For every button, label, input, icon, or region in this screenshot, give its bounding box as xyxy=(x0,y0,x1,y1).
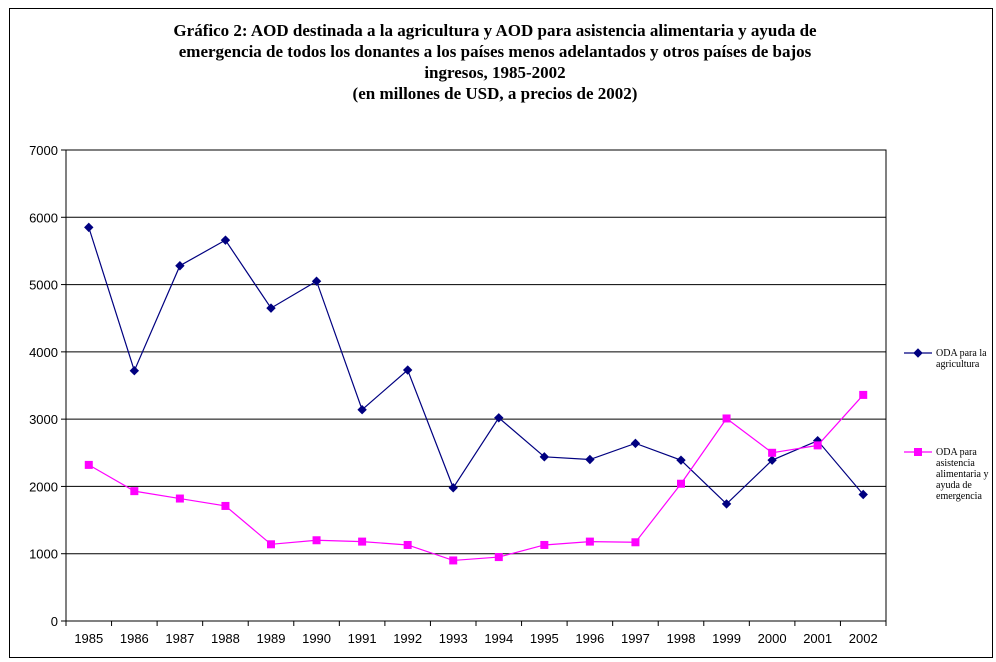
x-tick-label: 1994 xyxy=(484,631,513,646)
data-point xyxy=(448,483,458,493)
data-point xyxy=(358,537,367,546)
x-tick-label: 2001 xyxy=(803,631,832,646)
data-point xyxy=(767,455,777,465)
x-tick-label: 1987 xyxy=(165,631,194,646)
chart-title: Gráfico 2: AOD destinada a la agricultur… xyxy=(40,20,950,104)
chart-title-line-3: ingresos, 1985-2002 xyxy=(424,63,566,82)
legend-label: ODA para la xyxy=(936,348,987,359)
data-point xyxy=(768,448,777,457)
data-point xyxy=(676,455,686,465)
data-point xyxy=(267,540,275,549)
data-point xyxy=(175,494,184,503)
legend-marker xyxy=(914,448,922,456)
data-point xyxy=(266,303,276,313)
chart-title-line-2: emergencia de todos los donantes a los p… xyxy=(178,42,812,61)
data-point xyxy=(84,460,93,469)
chart-frame xyxy=(9,8,993,658)
y-tick-label: 2000 xyxy=(29,479,58,494)
legend-label: alimentaria y xyxy=(936,469,988,480)
data-point xyxy=(630,438,641,449)
legend-label: ayuda de xyxy=(936,480,972,491)
series-2 xyxy=(84,390,868,565)
series-line xyxy=(88,394,864,562)
x-tick-label: 1999 xyxy=(712,631,741,646)
x-tick-label: 1989 xyxy=(257,631,286,646)
x-tick-label: 1992 xyxy=(393,631,422,646)
data-point xyxy=(402,365,413,375)
y-tick-label: 1000 xyxy=(29,547,58,562)
data-point xyxy=(813,441,822,450)
data-point xyxy=(677,479,685,488)
data-point xyxy=(449,556,458,565)
y-tick-label: 3000 xyxy=(29,412,58,427)
legend-marker xyxy=(913,348,923,358)
data-point xyxy=(403,540,412,549)
x-tick-label: 1996 xyxy=(575,631,604,646)
legend-label: asistencia xyxy=(936,458,975,469)
data-point xyxy=(585,454,595,465)
legend-label: emergencia xyxy=(936,491,982,502)
gridlines xyxy=(66,216,886,555)
y-tick-label: 4000 xyxy=(29,345,58,360)
data-point xyxy=(84,222,94,233)
x-tick-label: 1986 xyxy=(120,631,149,646)
data-point xyxy=(539,452,550,462)
data-point xyxy=(175,261,185,271)
y-tick-label: 6000 xyxy=(29,210,58,225)
legend-label: ODA para xyxy=(936,447,977,458)
x-tick-label: 1993 xyxy=(439,631,468,646)
x-tick-label: 2000 xyxy=(758,631,787,646)
x-tick-label: 2002 xyxy=(849,631,878,646)
y-tick-label: 5000 xyxy=(29,278,58,293)
data-point xyxy=(129,365,140,376)
x-tick-label: 1991 xyxy=(348,631,377,646)
data-point xyxy=(221,501,230,510)
x-tick-label: 1997 xyxy=(621,631,650,646)
series-1 xyxy=(84,222,868,509)
series-line xyxy=(88,227,864,505)
x-tick-label: 1990 xyxy=(302,631,331,646)
data-point xyxy=(631,538,640,547)
chart-title-line-4: (en millones de USD, a precios de 2002) xyxy=(352,84,638,103)
data-point xyxy=(311,276,322,286)
data-point xyxy=(858,489,868,500)
data-point xyxy=(540,540,549,549)
chart-title-line-1: Gráfico 2: AOD destinada a la agricultur… xyxy=(173,21,817,40)
data-point xyxy=(722,414,731,423)
y-tick-label: 7000 xyxy=(29,143,58,158)
data-point xyxy=(721,499,732,509)
y-tick-label: 0 xyxy=(51,614,58,629)
x-tick-label: 1988 xyxy=(211,631,240,646)
data-point xyxy=(585,537,594,546)
series-layer xyxy=(84,222,868,565)
legend-label: agricultura xyxy=(936,359,980,370)
data-point xyxy=(130,487,139,496)
plot-area xyxy=(65,149,887,622)
x-tick-label: 1995 xyxy=(530,631,559,646)
data-point xyxy=(494,413,504,423)
x-tick-label: 1985 xyxy=(74,631,103,646)
x-axis: 1985 1986 1987 1988 1989 1990 1991 1992 1993 1994… xyxy=(65,621,887,646)
y-axis: 0 1000 2000 3000 4000 5000 6000 7000 xyxy=(29,143,66,629)
data-point xyxy=(357,405,367,415)
data-point xyxy=(220,235,231,245)
data-point xyxy=(859,390,868,399)
x-tick-label: 1998 xyxy=(667,631,696,646)
data-point xyxy=(312,536,321,545)
data-point xyxy=(494,553,503,562)
